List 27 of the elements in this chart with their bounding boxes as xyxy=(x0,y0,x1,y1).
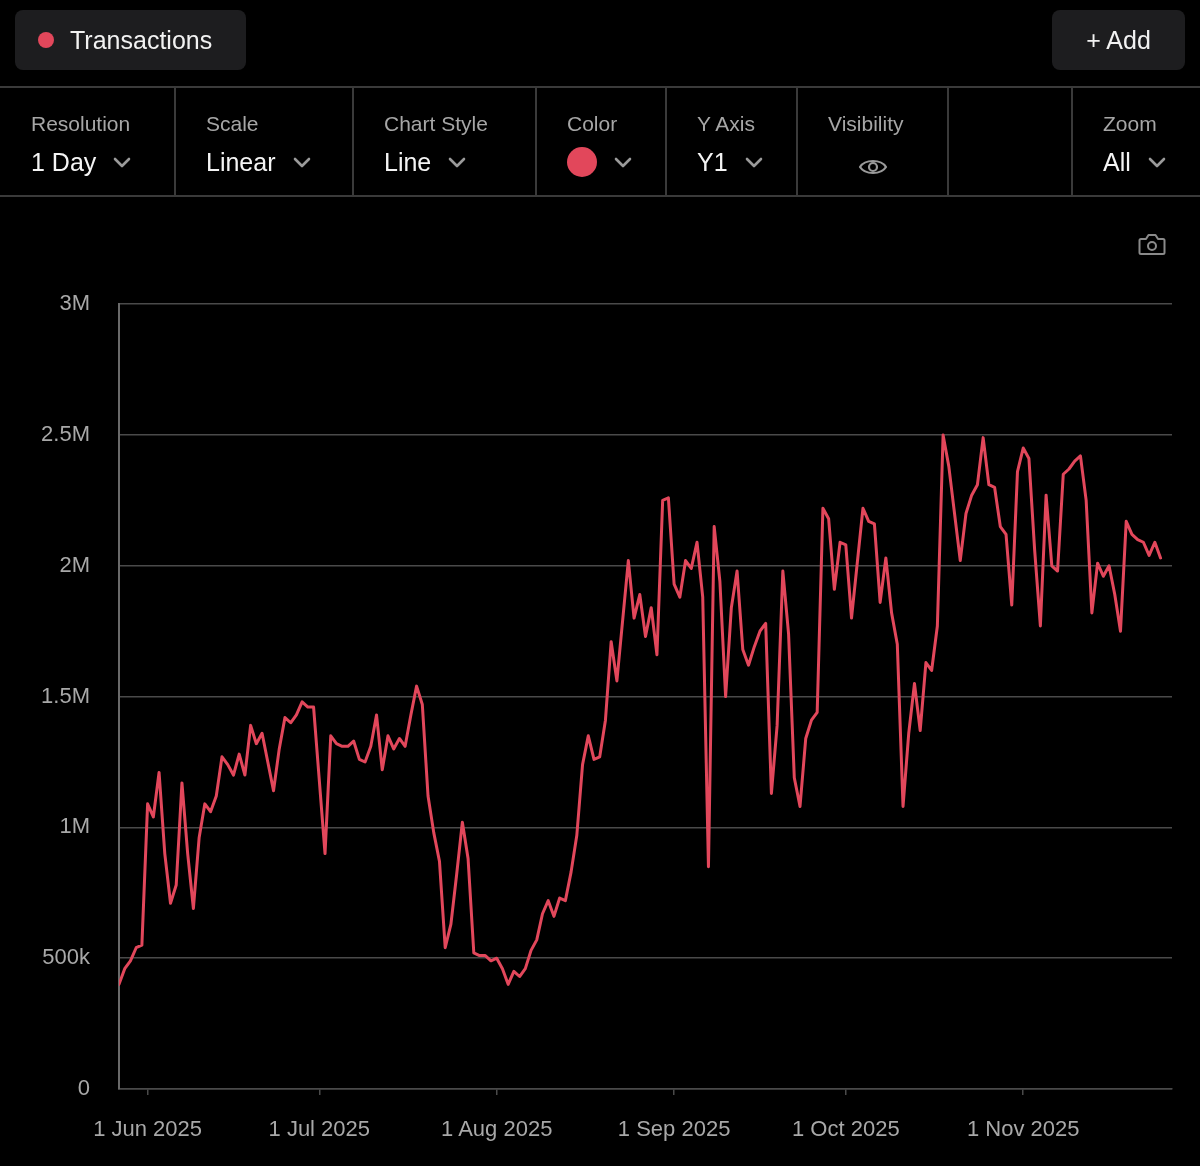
add-button[interactable]: + Add xyxy=(1052,10,1185,70)
x-tick-label: 1 Oct 2025 xyxy=(791,1116,900,1142)
y-tick-label: 1.5M xyxy=(41,682,90,708)
text: Resolution xyxy=(31,111,131,137)
y-tick-label: 500k xyxy=(42,944,91,970)
x-tick-label: 1 Sep 2025 xyxy=(617,1116,731,1142)
legend-label: Transactions xyxy=(70,25,213,55)
text: Scale xyxy=(206,111,259,137)
y-tick-label: 1M xyxy=(59,813,90,839)
x-tick-label: 1 Aug 2025 xyxy=(441,1116,553,1142)
text: Line xyxy=(384,147,432,177)
x-tick-label: 1 Nov 2025 xyxy=(966,1116,1080,1142)
text: Visibility xyxy=(828,111,904,137)
x-tick-label: 1 Jun 2025 xyxy=(93,1116,203,1142)
text: 1 Day xyxy=(31,147,97,177)
y-tick-label: 2M xyxy=(59,551,90,577)
x-tick-label: 1 Jul 2025 xyxy=(268,1116,371,1142)
y-tick-label: 3M xyxy=(59,290,90,316)
text: All xyxy=(1103,147,1131,177)
y-tick-label: 0 xyxy=(77,1075,90,1101)
text: Y Axis xyxy=(697,111,755,137)
text: Y1 xyxy=(697,147,728,177)
text: Zoom xyxy=(1103,111,1157,137)
text: Chart Style xyxy=(384,111,488,137)
text: Color xyxy=(567,111,618,137)
text: Linear xyxy=(206,147,276,177)
y-tick-label: 2.5M xyxy=(41,421,90,447)
